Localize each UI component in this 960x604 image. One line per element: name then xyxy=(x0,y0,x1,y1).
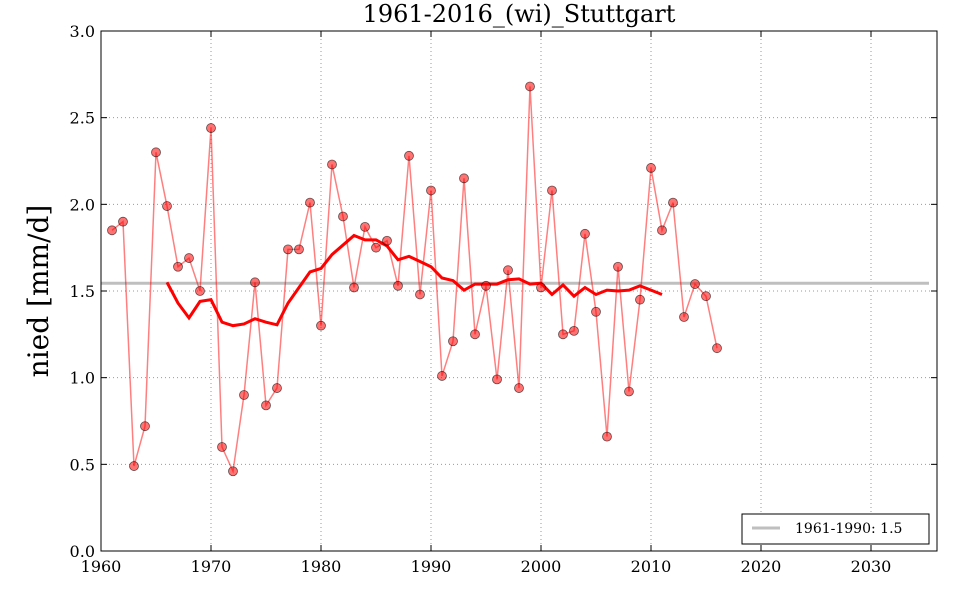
y-tick-label: 2.5 xyxy=(70,109,95,128)
data-point xyxy=(316,320,326,331)
data-point xyxy=(591,306,601,317)
data-point xyxy=(283,244,293,255)
y-tick-label: 3.0 xyxy=(70,22,95,41)
x-tick-label: 2010 xyxy=(631,557,672,576)
data-point xyxy=(206,123,216,133)
data-point xyxy=(338,211,348,222)
data-point xyxy=(327,159,337,170)
y-axis-label: nied [mm/d] xyxy=(22,205,55,378)
data-point xyxy=(415,289,425,300)
x-tick-label: 1960 xyxy=(81,557,122,576)
data-point xyxy=(690,279,700,289)
data-point xyxy=(305,197,315,208)
data-point xyxy=(525,81,535,92)
data-point xyxy=(437,371,447,381)
chart-title: 1961-2016_(wi)_Stuttgart xyxy=(363,0,676,28)
data-point xyxy=(195,286,205,296)
grid xyxy=(100,30,937,552)
y-tick-label: 1.5 xyxy=(70,282,95,301)
x-tick-label: 1980 xyxy=(301,557,342,576)
data-point xyxy=(470,329,480,340)
data-point xyxy=(118,216,128,227)
running-mean-line xyxy=(165,233,663,328)
data-point xyxy=(668,197,678,208)
data-point xyxy=(426,185,436,196)
data-point xyxy=(162,201,172,211)
data-point xyxy=(613,261,623,272)
data-point xyxy=(239,390,249,400)
data-point xyxy=(173,261,183,272)
data-point xyxy=(107,225,117,236)
data-point xyxy=(272,383,282,393)
data-point xyxy=(547,185,557,196)
x-tick-label: 2030 xyxy=(851,557,892,576)
plot-marks xyxy=(101,81,929,477)
data-point xyxy=(184,253,194,263)
data-point xyxy=(228,466,238,477)
y-tick-label: 0.5 xyxy=(70,455,95,474)
data-point xyxy=(393,280,403,291)
data-point xyxy=(217,442,227,452)
data-point xyxy=(492,374,502,385)
data-point xyxy=(294,244,304,255)
x-tick-label: 2000 xyxy=(521,557,562,576)
x-tick-label: 1970 xyxy=(191,557,232,576)
data-point xyxy=(250,277,260,288)
data-point xyxy=(349,282,359,293)
data-point xyxy=(140,421,150,432)
data-point xyxy=(712,343,722,354)
legend: 1961-1990: 1.5 xyxy=(741,513,930,545)
y-tick-label: 1.0 xyxy=(70,369,95,388)
data-point xyxy=(635,294,645,305)
data-point xyxy=(646,163,656,173)
legend-label-reference: 1961-1990: 1.5 xyxy=(795,521,902,537)
data-point xyxy=(657,225,667,236)
axis-ticks: 1960 1970 1980 1990 2000 2010 2020 2030 0.0 0.5 1.… xyxy=(70,22,937,576)
data-point xyxy=(129,461,139,471)
data-point xyxy=(261,400,271,411)
y-tick-label: 0.0 xyxy=(70,542,95,561)
data-point xyxy=(382,235,392,246)
data-point xyxy=(503,265,513,276)
data-point xyxy=(404,150,414,161)
data-point xyxy=(536,282,546,293)
data-point xyxy=(558,329,568,340)
x-tick-label: 2020 xyxy=(741,557,782,576)
data-point xyxy=(514,383,524,393)
data-point xyxy=(448,336,458,347)
data-point xyxy=(151,147,161,158)
data-point xyxy=(569,325,579,336)
y-tick-label: 2.0 xyxy=(70,195,95,214)
data-point xyxy=(679,312,689,322)
observed-line xyxy=(111,86,718,474)
data-point xyxy=(602,431,612,442)
x-tick-label: 1990 xyxy=(411,557,452,576)
data-point xyxy=(371,242,381,253)
data-point xyxy=(360,221,370,232)
data-point xyxy=(701,291,711,302)
data-point xyxy=(624,386,634,397)
data-point xyxy=(580,228,590,239)
data-point xyxy=(459,173,469,184)
plot-frame xyxy=(100,30,938,552)
data-point xyxy=(481,280,491,291)
